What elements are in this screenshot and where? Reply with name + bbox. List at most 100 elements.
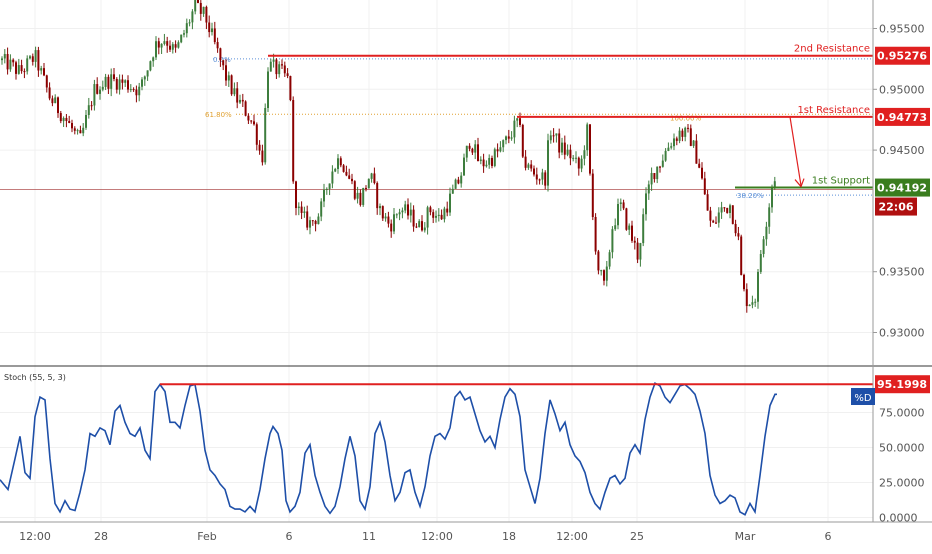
candle-body — [113, 74, 115, 79]
time-tick-label: Mar — [735, 530, 756, 543]
candle-body — [278, 64, 281, 75]
candle-body — [96, 84, 99, 94]
candle-body — [23, 71, 26, 73]
time-tick-label: 6 — [825, 530, 832, 543]
candle-body — [409, 209, 412, 216]
candle-body — [59, 113, 62, 122]
stoch-legend-badge[interactable] — [851, 388, 875, 405]
level-label: 1st Resistance — [797, 105, 870, 116]
candle-body — [485, 164, 488, 167]
candle-body — [306, 211, 309, 228]
candle-body — [482, 159, 485, 167]
fib-label: 0.0% — [213, 56, 231, 64]
candle-body — [387, 216, 390, 224]
candle-body — [398, 212, 401, 215]
candle-body — [577, 157, 580, 169]
time-tick-label: 25 — [630, 530, 644, 543]
stoch-title: Stoch (55, 5, 3) — [4, 373, 66, 382]
candle-body — [479, 159, 482, 161]
candle-body — [275, 59, 278, 75]
candle-body — [491, 157, 493, 166]
candle-body — [157, 41, 160, 48]
candle-body — [37, 50, 40, 71]
candle-body — [667, 147, 670, 151]
candle-body — [241, 99, 244, 102]
candle-body — [513, 120, 516, 138]
candle-body — [202, 6, 205, 14]
candle-body — [552, 135, 555, 137]
candle-body — [429, 207, 432, 213]
candle-body — [437, 214, 440, 216]
time-axis[interactable]: 12:00 28 Feb 6 11 12:00 18 12:00 25 Mar 6 — [19, 530, 831, 543]
candle-body — [507, 136, 510, 139]
candle-body — [653, 173, 656, 180]
candle-body — [762, 239, 765, 254]
candle-body — [303, 211, 306, 213]
candle-body — [351, 178, 353, 182]
candle-body — [121, 79, 124, 83]
candle-body — [135, 89, 138, 96]
candle-body — [82, 127, 85, 134]
candle-body — [737, 233, 740, 237]
fib-retracement: 0.0% 61.80% 100.00% 38.20% — [0, 56, 873, 200]
level-label: 2nd Resistance — [794, 44, 870, 55]
candle-body — [401, 210, 404, 213]
candle-body — [286, 73, 289, 77]
candle-body — [773, 181, 776, 187]
candle-body — [751, 302, 754, 305]
candle-body — [20, 65, 23, 72]
level-price-tag-text: 0.94773 — [877, 111, 927, 124]
candle-body — [412, 209, 415, 227]
candle-body — [93, 84, 96, 106]
candle-body — [222, 60, 225, 66]
candle-body — [614, 225, 617, 230]
candle-body — [51, 98, 54, 104]
candle-body — [250, 120, 253, 122]
fib-label: 61.80% — [205, 111, 232, 119]
stoch-axis[interactable]: 75.0000 50.0000 25.0000 0.0000 — [879, 407, 925, 525]
candle-body — [152, 57, 155, 62]
candle-body — [213, 28, 216, 43]
price-tick-label: 0.93500 — [879, 266, 925, 279]
candle-body — [6, 54, 9, 70]
candle-body — [659, 166, 661, 168]
candle-body — [600, 270, 603, 272]
projection-arrow-shaft — [789, 116, 802, 186]
candle-body — [647, 184, 650, 194]
price-axis[interactable]: 0.95500 0.95000 0.94500 0.93500 0.93000 — [873, 23, 925, 340]
candle-body — [622, 202, 625, 209]
candle-body — [9, 59, 12, 70]
candle-body — [376, 183, 379, 209]
candle-body — [715, 222, 717, 224]
candle-body — [695, 140, 698, 164]
projection-arrow-head — [794, 178, 805, 188]
candle-body — [71, 123, 73, 129]
candle-body — [611, 229, 614, 253]
candle-body — [199, 2, 202, 14]
candle-body — [258, 144, 261, 151]
candle-body — [446, 208, 449, 213]
candle-body — [393, 214, 395, 232]
candle-body — [3, 54, 6, 59]
stoch-line — [0, 381, 777, 516]
candle-body — [115, 78, 118, 90]
level-price-tag — [875, 178, 930, 197]
candle-body — [639, 243, 642, 260]
candle-body — [317, 216, 320, 225]
candle-body — [488, 157, 491, 165]
candle-body — [415, 226, 418, 228]
candle-body — [197, 0, 199, 3]
candle-body — [208, 22, 211, 33]
candle-body — [12, 59, 15, 63]
candle-body — [118, 79, 121, 90]
candle-body — [15, 62, 17, 74]
candle-body — [519, 118, 521, 125]
candle-body — [661, 160, 664, 167]
candle-body — [432, 212, 435, 218]
candle-body — [673, 138, 675, 147]
candle-body — [463, 157, 465, 176]
candle-body — [575, 157, 577, 159]
candle-body — [328, 183, 331, 189]
